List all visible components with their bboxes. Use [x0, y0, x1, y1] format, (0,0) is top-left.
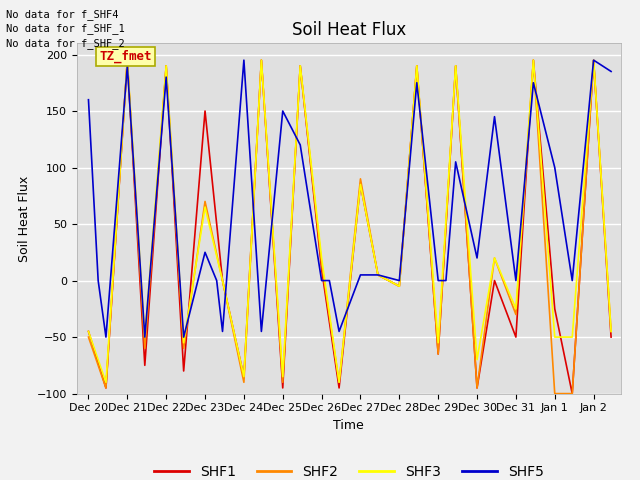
Text: No data for f_SHF_2: No data for f_SHF_2	[6, 37, 125, 48]
Title: Soil Heat Flux: Soil Heat Flux	[292, 21, 406, 39]
Text: No data for f_SHF_1: No data for f_SHF_1	[6, 23, 125, 34]
Y-axis label: Soil Heat Flux: Soil Heat Flux	[18, 175, 31, 262]
Text: TZ_fmet: TZ_fmet	[99, 50, 152, 63]
X-axis label: Time: Time	[333, 419, 364, 432]
Legend: SHF1, SHF2, SHF3, SHF5: SHF1, SHF2, SHF3, SHF5	[148, 460, 549, 480]
Text: No data for f_SHF4: No data for f_SHF4	[6, 9, 119, 20]
